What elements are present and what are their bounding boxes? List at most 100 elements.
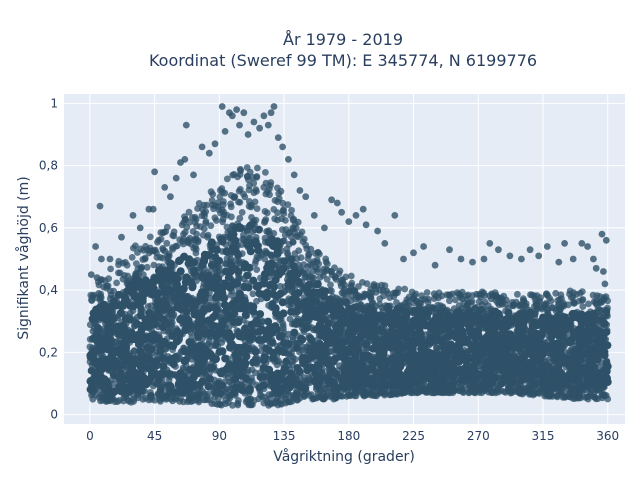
data-point bbox=[295, 233, 302, 240]
data-point bbox=[549, 304, 556, 311]
data-point bbox=[115, 270, 122, 277]
data-point bbox=[600, 297, 607, 304]
data-point bbox=[247, 169, 254, 176]
data-point bbox=[239, 209, 246, 216]
data-point bbox=[404, 296, 411, 303]
data-point bbox=[122, 259, 129, 266]
data-point bbox=[457, 291, 464, 298]
data-point bbox=[303, 245, 310, 252]
data-point bbox=[332, 274, 339, 281]
data-point bbox=[199, 377, 207, 385]
data-point bbox=[241, 194, 248, 201]
data-point bbox=[282, 395, 289, 402]
data-point bbox=[237, 166, 244, 173]
data-point bbox=[100, 284, 107, 291]
data-point bbox=[577, 290, 584, 297]
data-point bbox=[147, 234, 154, 241]
data-point bbox=[435, 388, 442, 395]
data-point bbox=[132, 242, 139, 249]
data-point bbox=[280, 257, 288, 265]
data-point bbox=[467, 299, 474, 306]
data-point bbox=[364, 280, 371, 287]
data-point bbox=[253, 257, 260, 264]
data-point bbox=[218, 185, 225, 192]
data-point bbox=[604, 305, 611, 312]
data-point bbox=[481, 292, 488, 299]
data-point bbox=[290, 262, 298, 270]
data-point bbox=[434, 302, 441, 309]
data-point bbox=[315, 249, 322, 256]
data-point bbox=[148, 393, 155, 400]
data-point bbox=[527, 291, 534, 298]
data-point bbox=[310, 395, 317, 402]
data-point bbox=[435, 337, 443, 345]
data-point bbox=[253, 266, 260, 273]
data-point bbox=[208, 261, 216, 269]
data-point bbox=[380, 287, 387, 294]
data-point bbox=[263, 228, 270, 235]
data-point bbox=[341, 282, 348, 289]
data-point bbox=[493, 292, 500, 299]
data-point bbox=[301, 270, 308, 277]
data-point bbox=[422, 296, 429, 303]
data-point bbox=[219, 218, 226, 225]
data-point bbox=[116, 397, 123, 404]
data-point bbox=[271, 215, 278, 222]
data-point bbox=[351, 350, 359, 358]
data-point bbox=[145, 303, 152, 310]
data-point bbox=[499, 297, 506, 304]
data-point bbox=[580, 296, 587, 303]
data-point bbox=[458, 386, 465, 393]
data-point bbox=[594, 292, 601, 299]
data-point bbox=[228, 213, 235, 220]
data-point bbox=[193, 250, 200, 257]
data-point bbox=[246, 203, 253, 210]
data-point bbox=[552, 290, 559, 297]
data-point bbox=[429, 385, 436, 392]
data-point bbox=[136, 301, 144, 309]
data-point bbox=[245, 402, 252, 409]
data-point bbox=[254, 173, 261, 180]
data-point bbox=[305, 255, 312, 262]
data-point bbox=[536, 298, 543, 305]
data-point bbox=[204, 202, 211, 209]
data-point bbox=[392, 290, 399, 297]
data-point bbox=[264, 210, 271, 217]
data-point bbox=[209, 197, 216, 204]
data-point bbox=[195, 391, 202, 398]
data-point bbox=[189, 398, 196, 405]
data-point bbox=[115, 261, 122, 268]
data-point bbox=[409, 387, 416, 394]
data-point bbox=[279, 298, 287, 306]
data-point bbox=[520, 295, 527, 302]
data-point bbox=[251, 397, 258, 404]
data-point bbox=[571, 300, 578, 307]
data-point bbox=[220, 209, 227, 216]
data-point bbox=[96, 394, 103, 401]
data-point bbox=[129, 254, 136, 261]
data-point bbox=[449, 291, 456, 298]
data-point bbox=[298, 254, 305, 261]
data-point bbox=[290, 395, 297, 402]
data-point bbox=[203, 218, 210, 225]
data-point bbox=[314, 266, 321, 273]
data-point bbox=[329, 367, 337, 375]
data-point bbox=[255, 226, 263, 234]
data-point bbox=[376, 301, 383, 308]
data-point bbox=[245, 396, 252, 403]
data-point bbox=[431, 290, 438, 297]
data-point bbox=[228, 192, 235, 199]
data-point bbox=[579, 303, 586, 310]
data-point bbox=[479, 383, 486, 390]
data-point bbox=[192, 243, 199, 250]
data-point bbox=[328, 268, 335, 275]
data-point bbox=[250, 290, 257, 297]
data-point bbox=[370, 392, 377, 399]
data-point bbox=[262, 218, 269, 225]
data-point bbox=[183, 224, 190, 231]
data-point bbox=[284, 246, 291, 253]
data-point bbox=[161, 229, 168, 236]
data-point bbox=[237, 186, 244, 193]
data-point bbox=[245, 176, 252, 183]
data-point bbox=[280, 210, 287, 217]
